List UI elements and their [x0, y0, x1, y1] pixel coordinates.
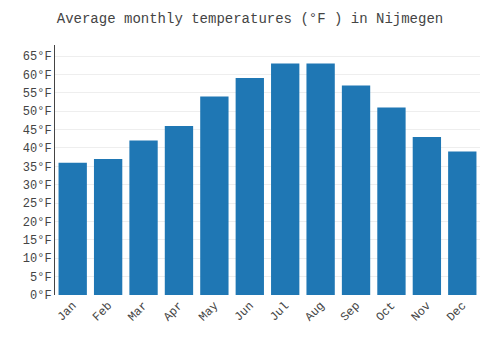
svg-text:Mar: Mar: [125, 299, 150, 324]
svg-text:30°F: 30°F: [23, 179, 52, 193]
svg-text:40°F: 40°F: [23, 142, 52, 156]
svg-text:55°F: 55°F: [23, 87, 52, 101]
svg-text:Jun: Jun: [232, 299, 257, 324]
svg-text:Average monthly temperatures (: Average monthly temperatures (°F ) in Ni…: [57, 11, 443, 27]
svg-text:50°F: 50°F: [23, 105, 52, 119]
svg-text:65°F: 65°F: [23, 50, 52, 64]
svg-text:Sep: Sep: [338, 299, 363, 324]
svg-text:20°F: 20°F: [23, 216, 52, 230]
svg-text:10°F: 10°F: [23, 252, 52, 266]
svg-text:Jul: Jul: [267, 299, 292, 324]
svg-text:Feb: Feb: [90, 299, 115, 324]
svg-text:5°F: 5°F: [30, 271, 52, 285]
svg-text:May: May: [196, 299, 221, 324]
svg-text:15°F: 15°F: [23, 234, 52, 248]
svg-text:35°F: 35°F: [23, 161, 52, 175]
svg-text:Nov: Nov: [409, 299, 434, 324]
svg-text:Oct: Oct: [373, 299, 398, 324]
svg-text:Jan: Jan: [55, 299, 80, 324]
svg-text:45°F: 45°F: [23, 124, 52, 138]
svg-text:60°F: 60°F: [23, 69, 52, 83]
svg-text:Aug: Aug: [303, 299, 328, 324]
svg-text:25°F: 25°F: [23, 197, 52, 211]
svg-text:0°F: 0°F: [30, 289, 52, 303]
svg-text:Apr: Apr: [161, 299, 186, 324]
svg-text:Dec: Dec: [444, 299, 469, 324]
